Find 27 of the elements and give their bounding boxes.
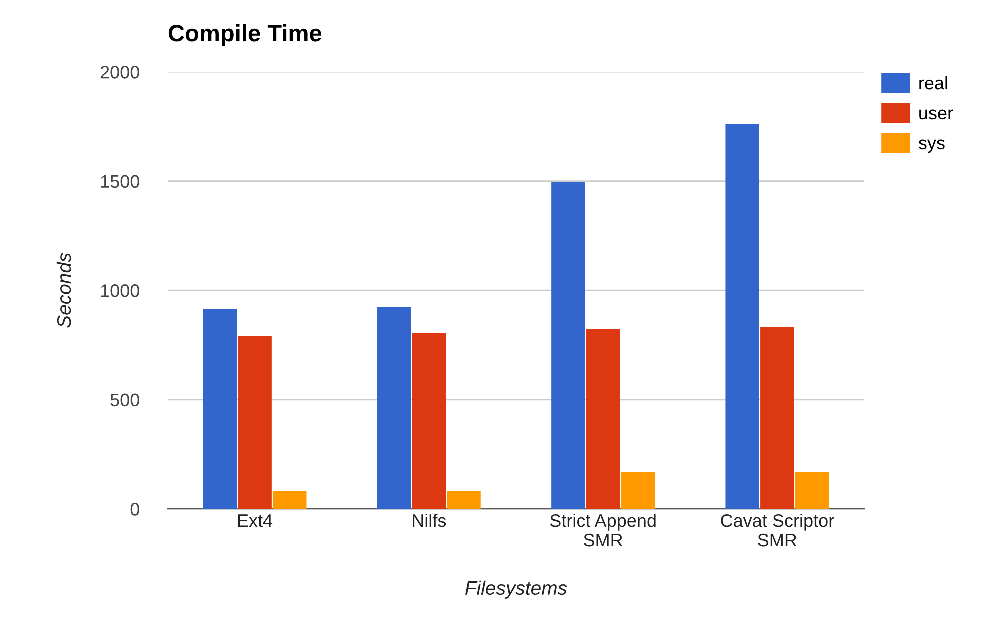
x-tick-label: Nilfs (413, 514, 446, 528)
bar (377, 307, 412, 510)
legend-label: real (920, 76, 948, 90)
y-tick-label: 1500 (101, 175, 140, 188)
bar (552, 182, 586, 510)
bar (760, 327, 794, 510)
bar (272, 491, 307, 510)
bar (447, 491, 481, 510)
bar (412, 333, 446, 510)
bar (726, 124, 760, 510)
y-tick-label: 1000 (101, 284, 140, 298)
bar (621, 472, 656, 510)
chart-title: Compile Time (168, 24, 322, 46)
x-tick-label: Cavat Scriptor SMR (721, 514, 834, 547)
y-axis-title: Seconds (56, 253, 72, 328)
y-tick-label: 500 (110, 394, 140, 407)
legend-label: user (920, 110, 954, 120)
y-tick-label: 2000 (100, 66, 140, 79)
bar (238, 336, 272, 510)
x-tick-label: Ext4 (238, 514, 273, 528)
x-tick-label: Strict Append SMR (550, 514, 656, 547)
bar (586, 329, 620, 510)
bar (795, 472, 830, 510)
bar (203, 309, 238, 510)
x-axis-title: Filesystems (466, 580, 568, 599)
legend-label: sys (918, 140, 945, 154)
y-tick-label: 0 (130, 503, 140, 516)
